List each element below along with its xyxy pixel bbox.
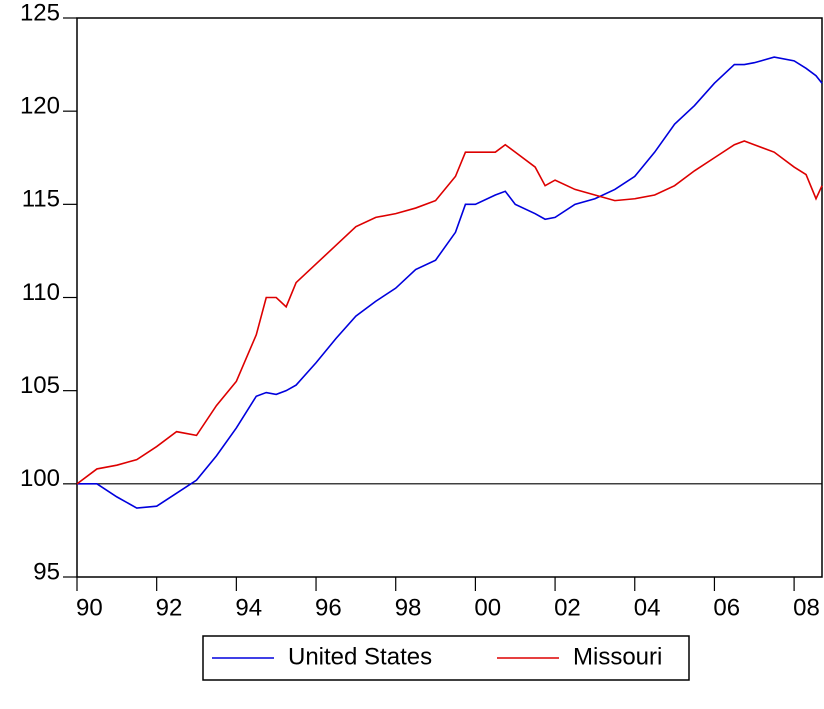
x-tick-label: 02 <box>554 594 581 621</box>
y-tick-label: 115 <box>22 186 60 213</box>
legend-label: Missouri <box>573 643 662 670</box>
y-tick-label: 95 <box>33 558 60 585</box>
y-tick-label: 105 <box>20 372 60 399</box>
x-tick-label: 96 <box>315 594 342 621</box>
x-tick-label: 06 <box>713 594 740 621</box>
x-tick-label: 94 <box>235 594 262 621</box>
y-tick-label: 100 <box>20 465 60 492</box>
legend: United States Missouri <box>202 635 690 681</box>
y-tick-label: 110 <box>22 279 60 306</box>
y-tick-label: 120 <box>20 93 60 120</box>
x-tick-label: 90 <box>76 594 103 621</box>
x-tick-label: 98 <box>395 594 422 621</box>
legend-box <box>202 635 690 681</box>
x-tick-label: 00 <box>474 594 501 621</box>
legend-label: United States <box>288 643 432 670</box>
y-tick-label: 125 <box>20 0 60 26</box>
x-tick-label: 04 <box>634 594 661 621</box>
series-line <box>77 56 823 509</box>
plot-frame <box>76 17 823 578</box>
series-line <box>76 140 823 485</box>
x-tick-label: 92 <box>156 594 183 621</box>
x-tick-label: 08 <box>793 594 820 621</box>
